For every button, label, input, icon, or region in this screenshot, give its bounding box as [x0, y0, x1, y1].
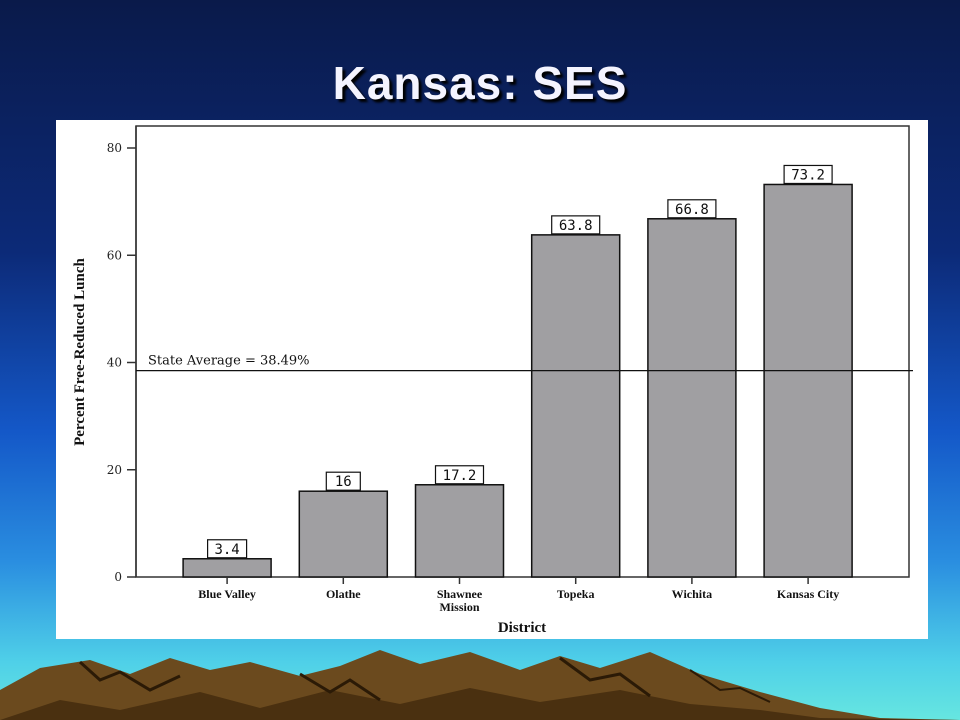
data-label: 16: [335, 474, 352, 490]
bar: [763, 183, 853, 578]
category-label: Mission: [439, 600, 479, 614]
category-label: Topeka: [557, 587, 595, 601]
slide-title: Kansas: SES: [332, 57, 628, 109]
y-tick-label: 0: [114, 570, 122, 584]
data-label: 3.4: [214, 542, 239, 558]
bar: [298, 490, 389, 578]
y-tick-label: 60: [107, 248, 122, 262]
category-label: Blue Valley: [198, 587, 256, 601]
data-label-box: [551, 215, 601, 235]
bar: [647, 218, 737, 578]
chart-panel: 0 20 40 60 80 3.4 16 17.2 63.8 66.8 73.2 State Av…: [56, 120, 928, 639]
category-label: Wichita: [672, 587, 712, 601]
bar: [530, 234, 621, 578]
data-label-box: [325, 471, 361, 491]
data-label-box: [667, 199, 717, 219]
mountain-silhouette: [0, 650, 960, 720]
y-tick-label: 80: [107, 141, 122, 155]
bar: [414, 484, 505, 578]
data-label: 63.8: [559, 218, 593, 234]
data-label: 17.2: [443, 468, 477, 484]
data-label: 73.2: [791, 167, 825, 183]
data-label-box: [783, 164, 833, 185]
category-label: Olathe: [326, 587, 361, 601]
state-average-label: State Average = 38.49%: [148, 354, 310, 369]
bar: [182, 558, 272, 578]
y-axis-title: Percent Free-Reduced Lunch: [72, 257, 88, 445]
x-axis-title: District: [498, 620, 546, 636]
data-label-box: [434, 465, 485, 485]
y-tick-label: 20: [107, 463, 122, 477]
data-label-box: [207, 539, 248, 559]
category-label: Shawnee: [437, 587, 483, 601]
data-label: 66.8: [675, 202, 709, 218]
category-label: Kansas City: [777, 587, 839, 601]
bar-chart: 0 20 40 60 80 3.4 16 17.2 63.8 66.8 73.2 State Av…: [72, 125, 913, 636]
y-tick-label: 40: [107, 356, 122, 370]
